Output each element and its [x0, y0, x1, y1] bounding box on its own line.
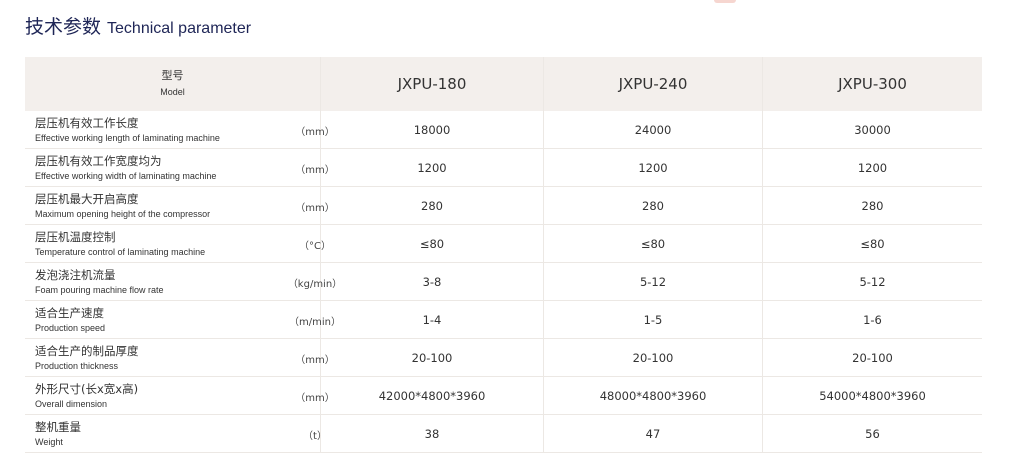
param-value: 3-8	[320, 262, 544, 301]
param-label-cell: 层压机有效工作宽度均为 Effective working width of la…	[25, 148, 335, 187]
param-value: ≤80	[762, 224, 982, 263]
param-name-en: Effective working width of laminating ma…	[35, 171, 217, 181]
param-label-cell: 外形尺寸(长x宽x高) Overall dimension （mm）	[25, 376, 335, 415]
param-name-cn: 适合生产速度	[35, 306, 104, 320]
table-row: 层压机有效工作宽度均为 Effective working width of la…	[25, 148, 982, 187]
param-value: 30000	[762, 111, 982, 149]
param-value: 280	[320, 186, 544, 225]
param-name-en: Temperature control of laminating machin…	[35, 247, 206, 257]
table-row: 整机重量 Weight （t） 38 47 56	[25, 414, 982, 453]
section-title: 技术参数 Technical parameter	[25, 12, 251, 39]
param-label-cell: 层压机最大开启高度 Maximum opening height of the c…	[25, 186, 335, 225]
param-unit: （kg/min）	[287, 279, 343, 290]
param-value: 24000	[543, 111, 763, 149]
param-name-en: Foam pouring machine flow rate	[35, 285, 164, 295]
param-unit: （mm）	[295, 203, 335, 214]
param-unit: （mm）	[295, 355, 335, 366]
param-name-cn: 整机重量	[35, 420, 81, 434]
param-unit: （m/min）	[289, 317, 341, 328]
param-value: 1200	[543, 148, 763, 187]
param-value: 48000*4800*3960	[543, 376, 763, 415]
param-name-en: Overall dimension	[35, 399, 108, 409]
model-header: JXPU-300	[762, 57, 982, 111]
model-header-cell: 型号 Model	[25, 57, 321, 111]
param-value: 56	[762, 414, 982, 453]
param-value: 20-100	[762, 338, 982, 377]
param-name-en: Production thickness	[35, 361, 119, 371]
table-row: 适合生产速度 Production speed （m/min） 1-4 1-5 1-6	[25, 300, 982, 339]
model-header: JXPU-240	[543, 57, 763, 111]
param-value: 42000*4800*3960	[320, 376, 544, 415]
param-value: 1-6	[762, 300, 982, 339]
param-name-cn: 外形尺寸(长x宽x高)	[35, 382, 139, 396]
param-name-en: Weight	[35, 437, 63, 447]
table-row: 层压机温度控制 Temperature control of laminating…	[25, 224, 982, 263]
param-value: 38	[320, 414, 544, 453]
param-unit: （mm）	[295, 165, 335, 176]
title-en: Technical parameter	[107, 20, 252, 37]
param-name-cn: 层压机最大开启高度	[35, 192, 139, 206]
model-header: JXPU-180	[320, 57, 544, 111]
table-row: 发泡浇注机流量 Foam pouring machine flow rate （kg…	[25, 262, 982, 301]
param-value: 18000	[320, 111, 544, 149]
param-unit: （t）	[303, 431, 327, 442]
param-label-cell: 适合生产速度 Production speed （m/min）	[25, 300, 341, 339]
param-value: 1200	[320, 148, 544, 187]
param-name-en: Production speed	[35, 323, 106, 333]
param-value: ≤80	[543, 224, 763, 263]
param-label-cell: 发泡浇注机流量 Foam pouring machine flow rate （kg…	[25, 262, 342, 301]
param-value: 20-100	[543, 338, 763, 377]
param-value: ≤80	[320, 224, 544, 263]
param-label-cell: 适合生产的制品厚度 Production thickness （mm）	[25, 338, 335, 377]
param-name-cn: 层压机有效工作长度	[35, 116, 139, 130]
param-value: 5-12	[543, 262, 763, 301]
model-label-cn: 型号	[161, 69, 184, 82]
param-unit: （mm）	[295, 393, 335, 404]
param-name-en: Maximum opening height of the compressor	[35, 209, 211, 219]
table-header-row: 型号 Model JXPU-180 JXPU-240 JXPU-300	[25, 57, 982, 111]
param-label-cell: 层压机有效工作长度 Effective working length of lam…	[25, 111, 335, 149]
param-value: 1200	[762, 148, 982, 187]
param-name-en: Effective working length of laminating m…	[35, 133, 220, 143]
param-value: 47	[543, 414, 763, 453]
param-value: 1-4	[320, 300, 544, 339]
table-row: 层压机最大开启高度 Maximum opening height of the c…	[25, 186, 982, 225]
param-label-cell: 层压机温度控制 Temperature control of laminating…	[25, 224, 331, 263]
param-name-cn: 发泡浇注机流量	[35, 268, 116, 282]
table-row: 适合生产的制品厚度 Production thickness （mm） 20-100 2…	[25, 338, 982, 377]
param-value: 1-5	[543, 300, 763, 339]
param-value: 5-12	[762, 262, 982, 301]
param-name-cn: 适合生产的制品厚度	[35, 344, 139, 358]
param-value: 280	[762, 186, 982, 225]
decoration	[714, 0, 736, 3]
table-row: 层压机有效工作长度 Effective working length of lam…	[25, 111, 982, 149]
param-value: 54000*4800*3960	[762, 376, 982, 415]
param-unit: （mm）	[295, 127, 335, 138]
model-label-en: Model	[160, 87, 185, 97]
table-row: 外形尺寸(长x宽x高) Overall dimension （mm） 42000*48…	[25, 376, 982, 415]
title-cn: 技术参数	[25, 16, 102, 38]
param-label-cell: 整机重量 Weight （t）	[25, 414, 327, 453]
param-name-cn: 层压机有效工作宽度均为	[35, 154, 162, 168]
param-value: 20-100	[320, 338, 544, 377]
param-unit: （°C）	[299, 241, 331, 252]
spec-table: 型号 Model JXPU-180 JXPU-240 JXPU-300 层压机有效…	[25, 57, 982, 453]
param-value: 280	[543, 186, 763, 225]
param-name-cn: 层压机温度控制	[35, 230, 116, 244]
